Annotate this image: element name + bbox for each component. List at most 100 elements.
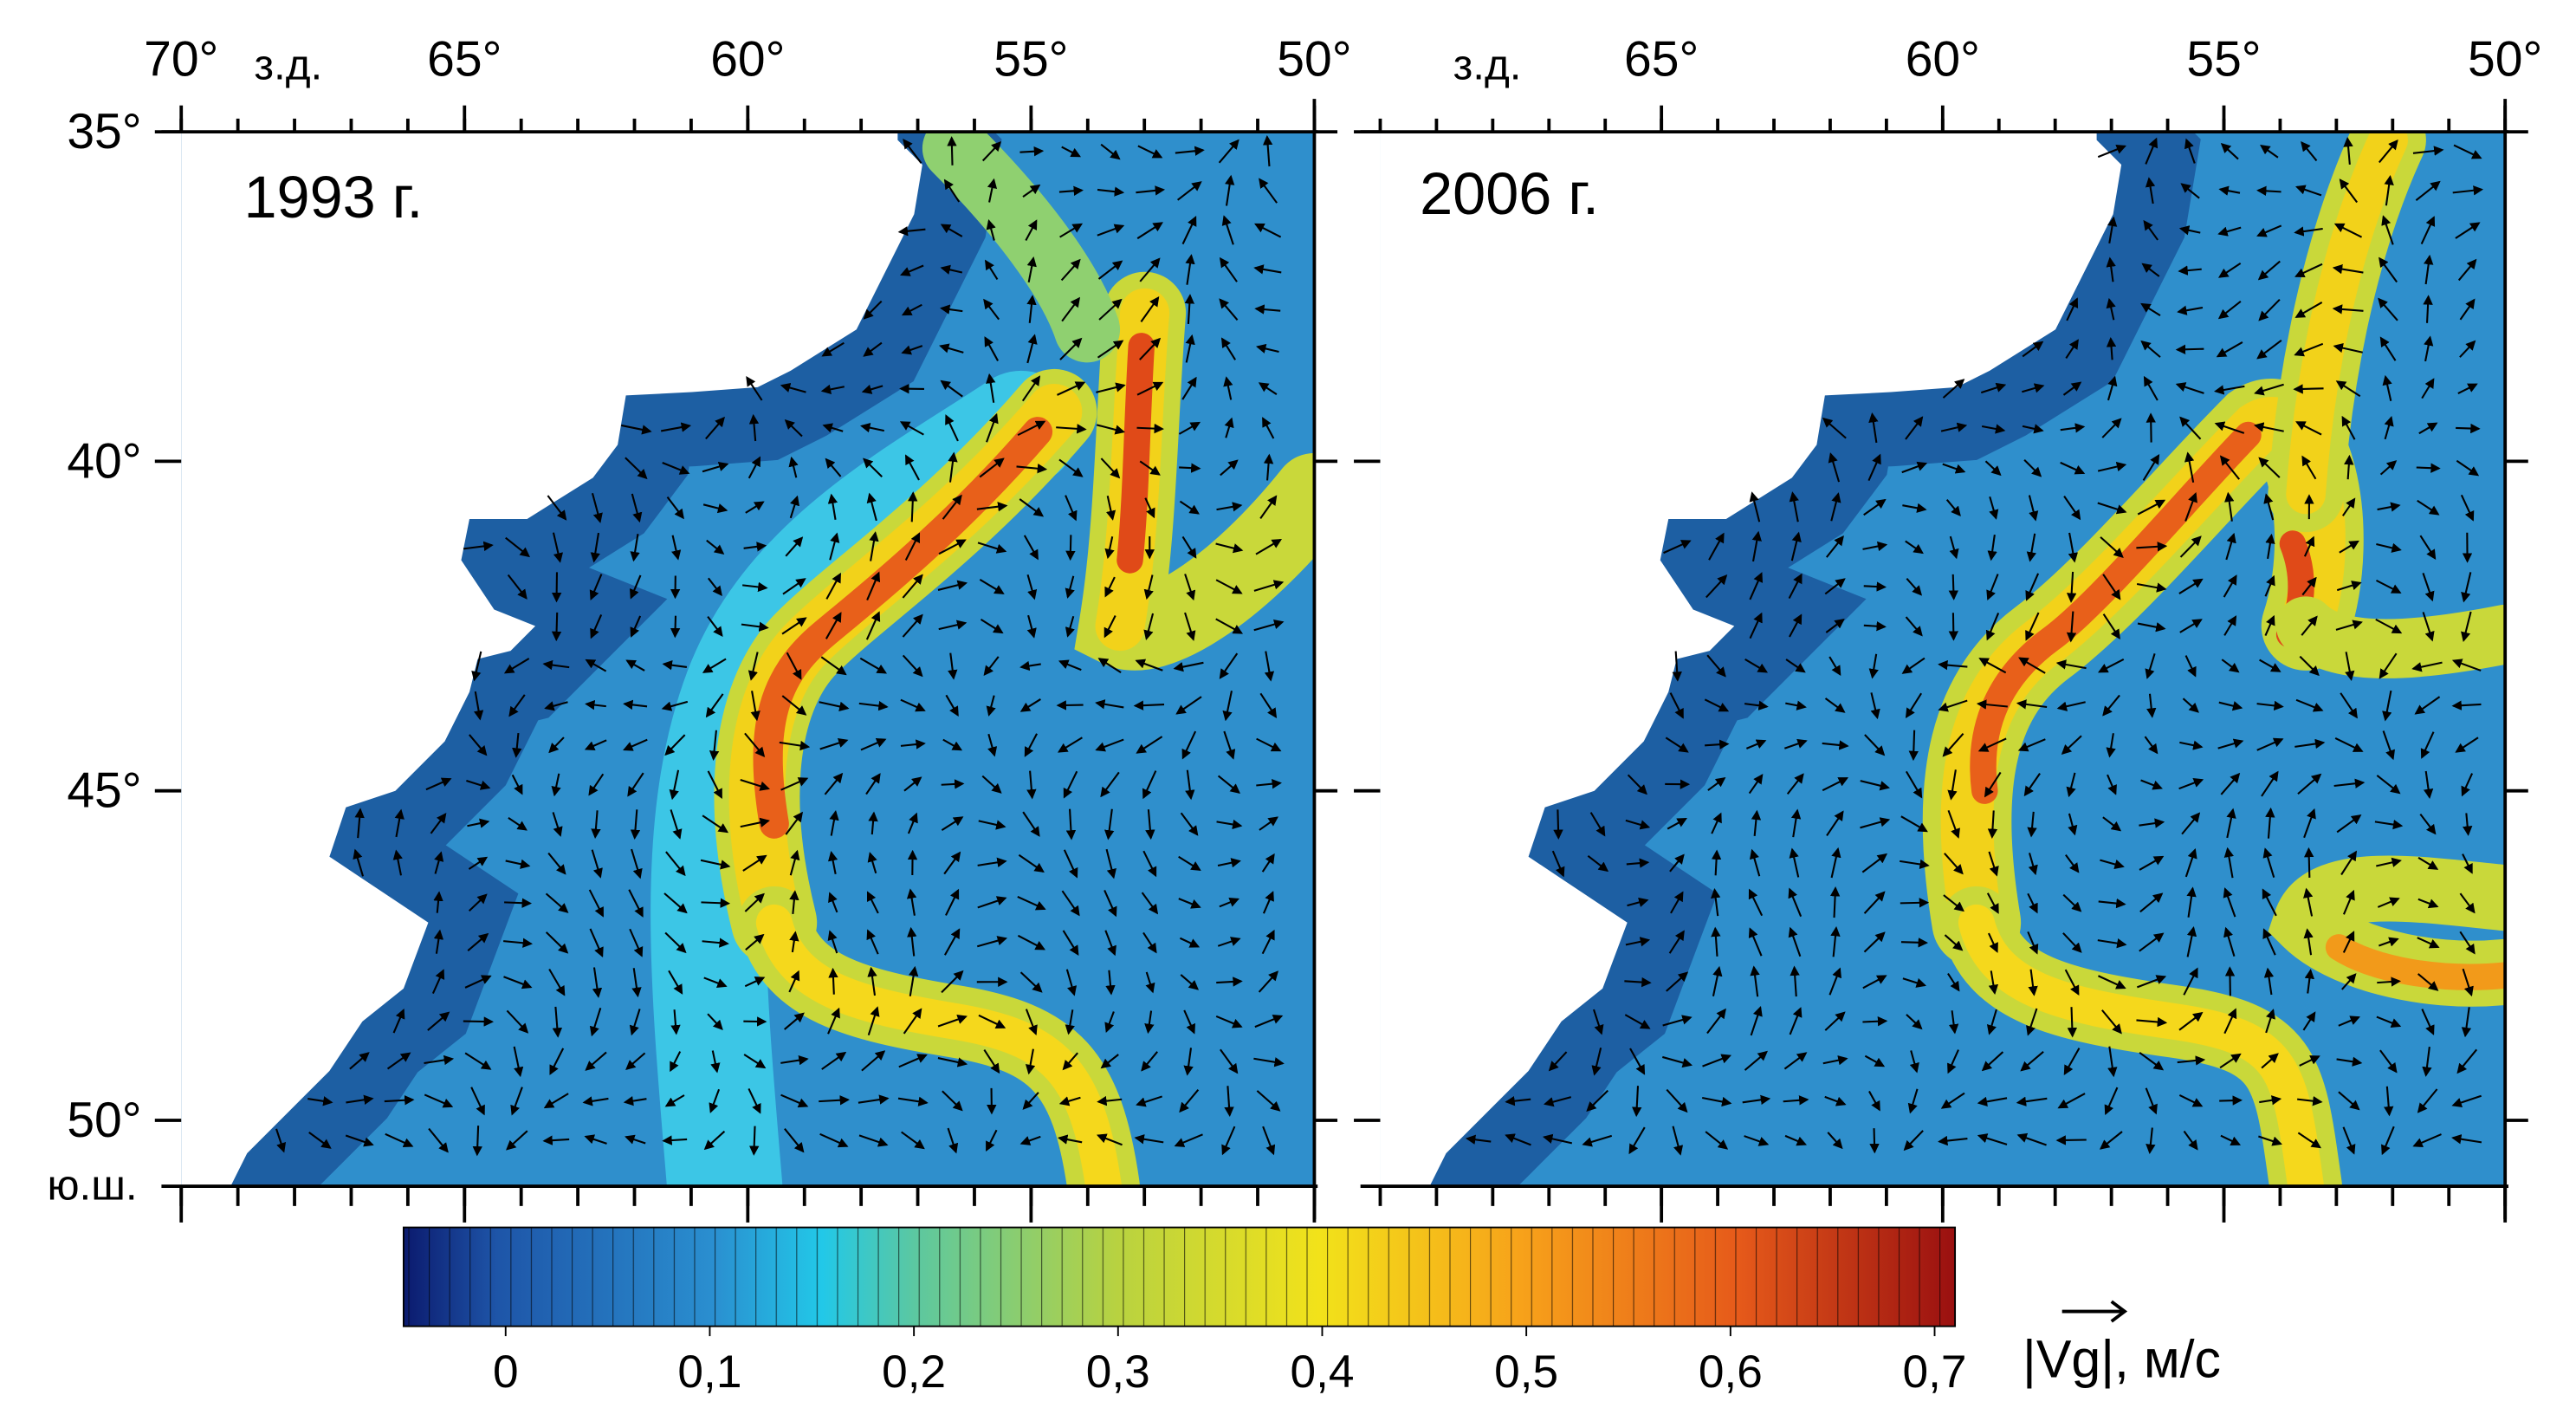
flow-arrow [828,892,838,913]
flow-arrow [1824,1011,1846,1031]
flow-arrow [2223,926,2236,957]
flow-arrow [2106,733,2116,758]
flow-arrow [354,808,365,839]
flow-arrow [1262,134,1273,167]
flow-arrow [2453,144,2482,159]
flow-arrow [1702,1054,1731,1067]
flow-arrow [2422,1047,2432,1077]
flow-arrow [828,967,838,995]
flow-arrow [623,1096,647,1106]
flow-arrow [2061,735,2082,755]
flow-arrow [2256,340,2282,360]
flow-arrow [1863,498,1887,516]
flow-arrow [976,502,1008,512]
flow-arrow [1255,538,1283,555]
flow-arrow [2055,1135,2087,1145]
lon-tick-label: 50° [2468,31,2542,87]
flow-arrow [1987,534,1997,561]
flow-arrow [661,700,689,711]
flow-arrow [977,857,1007,867]
flow-arrow [670,615,681,639]
flow-arrow [512,732,522,758]
flow-arrow [2340,850,2358,876]
flow-arrow [428,1127,449,1153]
flow-arrow [670,809,683,840]
flow-arrow [2137,622,2166,633]
flow-arrow [346,1094,374,1105]
flow-arrow [1097,224,1125,237]
flow-arrow [2063,1048,2081,1076]
flow-arrow [1860,817,1891,829]
flow-arrow [987,733,998,757]
flow-arrow [1987,810,1998,839]
flow-arrow [1551,850,1565,878]
flow-arrow [663,892,688,914]
flow-arrow [1905,692,1923,719]
flow-arrow [1790,531,1802,561]
flow-arrow [1179,937,1201,948]
colorbar-label: |Vg|, м/с [2023,1330,2221,1389]
flow-arrow [2139,1051,2165,1071]
flow-arrow [1902,977,1927,988]
flow-arrow [1505,1133,1531,1146]
flow-arrow [1261,929,1275,955]
lon-tick-label: 50° [1277,31,1351,87]
flow-arrow [977,542,1007,554]
flow-arrow [2136,975,2167,989]
flow-arrow [901,345,923,355]
flow-arrow [820,384,845,394]
flow-arrow [780,1093,809,1108]
flow-arrow [384,1095,415,1106]
flow-arrow [1022,1092,1039,1110]
flow-arrow [1789,847,1800,878]
flow-arrow [2342,1126,2356,1155]
axes [154,99,2528,1223]
flow-arrow [2459,931,2476,955]
flow-arrow [2183,967,2198,996]
flow-arrow [1829,886,1841,918]
flow-arrow [1942,379,1965,399]
flow-arrow [1095,738,1124,752]
flow-arrow [584,1134,607,1145]
flow-arrow [702,461,729,473]
flow-arrow [1217,937,1241,947]
flow-arrow [2339,540,2359,554]
flow-arrow [1669,692,1684,719]
flow-arrow [2463,813,2473,836]
flow-arrow [1104,615,1116,639]
flow-arrow [2381,215,2394,245]
flow-arrow [506,1009,529,1034]
flow-arrow [427,1011,450,1031]
flow-arrow [2175,344,2204,354]
flow-arrow [1181,216,1197,245]
flow-arrow [1591,1048,1602,1076]
flow-arrow [1949,535,1959,560]
flow-arrow [1179,463,1201,473]
flow-arrow [2382,690,2392,722]
flow-arrow [463,541,494,552]
flow-arrow [1060,258,1081,282]
flow-arrow [623,738,648,751]
flow-arrow [2027,892,2038,914]
flow-arrow [1900,898,1930,908]
flow-arrow [2175,382,2204,394]
flow-arrow [2107,1046,2118,1078]
flow-arrow [1986,574,1999,601]
flow-arrow [1986,1009,1997,1035]
flow-arrow [942,738,963,751]
flow-arrow [748,652,759,681]
flow-arrow [1665,736,1689,753]
flow-arrow [2025,612,2040,641]
flow-arrow [584,739,607,751]
flow-arrow [2022,424,2044,434]
flow-arrow [1065,1009,1075,1035]
flow-arrow [1789,613,1803,638]
flow-arrow [2062,381,2082,396]
flow-arrow [468,893,488,912]
flow-arrow [503,976,533,990]
flow-arrow [1830,492,1841,522]
flow-arrow [2139,855,2165,871]
flow-arrow [2422,612,2435,642]
flow-arrow [1900,938,1929,948]
flow-arrow [1825,618,1845,633]
